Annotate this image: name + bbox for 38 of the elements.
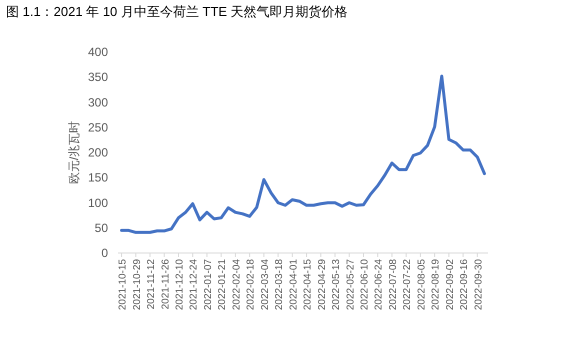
chart-title: 图 1.1：2021 年 10 月中至今荷兰 TTE 天然气即月期货价格 [6,4,348,19]
x-tick-label: 2022-09-02 [444,258,456,310]
x-tick-label: 2021-11-26 [160,258,172,310]
y-tick-label: 150 [88,170,108,185]
x-tick-label: 2022-04-15 [302,258,314,310]
x-tick-label: 2022-03-04 [260,258,271,310]
y-tick-label: 300 [88,95,108,110]
x-tick-label: 2021-10-29 [132,258,143,310]
x-tick-label: 2022-09-30 [473,258,484,310]
x-tick-label: 2022-04-01 [288,258,300,310]
y-tick-label: 350 [88,70,108,84]
y-tick-label: 400 [88,45,108,59]
y-axis-title: 欧元/兆瓦时 [67,120,81,184]
y-tick-label: 0 [101,246,108,260]
x-tick-label: 2022-05-27 [345,258,356,310]
x-tick-label: 2022-06-24 [374,258,385,310]
x-tick-label: 2021-12-10 [174,258,186,310]
x-tick-label: 2022-01-07 [202,258,214,310]
x-tick-label: 2022-04-29 [316,258,328,310]
y-tick-label: 50 [94,220,108,235]
y-tick-label: 100 [88,196,108,210]
x-tick-label: 2022-02-04 [231,258,242,310]
x-tick-label: 2022-05-13 [331,258,342,310]
y-tick-label: 250 [88,120,108,134]
x-tick-label: 2022-06-10 [359,258,370,310]
x-tick-label: 2021-10-15 [118,258,129,310]
y-tick-label: 200 [88,146,108,160]
x-tick-label: 2021-12-24 [188,258,200,310]
x-tick-label: 2022-09-16 [459,258,470,310]
x-tick-label: 2022-01-21 [217,258,228,310]
x-tick-label: 2022-07-08 [388,258,399,310]
x-tick-label: 2022-02-18 [246,258,257,310]
x-tick-label: 2022-07-22 [402,258,414,310]
line-series [120,74,486,234]
x-tick-label: 2022-08-05 [416,258,428,310]
x-tick-label: 2022-08-19 [430,258,442,310]
x-tick-label: 2021-11-12 [146,258,158,310]
x-tick-label: 2022-03-18 [274,258,286,310]
